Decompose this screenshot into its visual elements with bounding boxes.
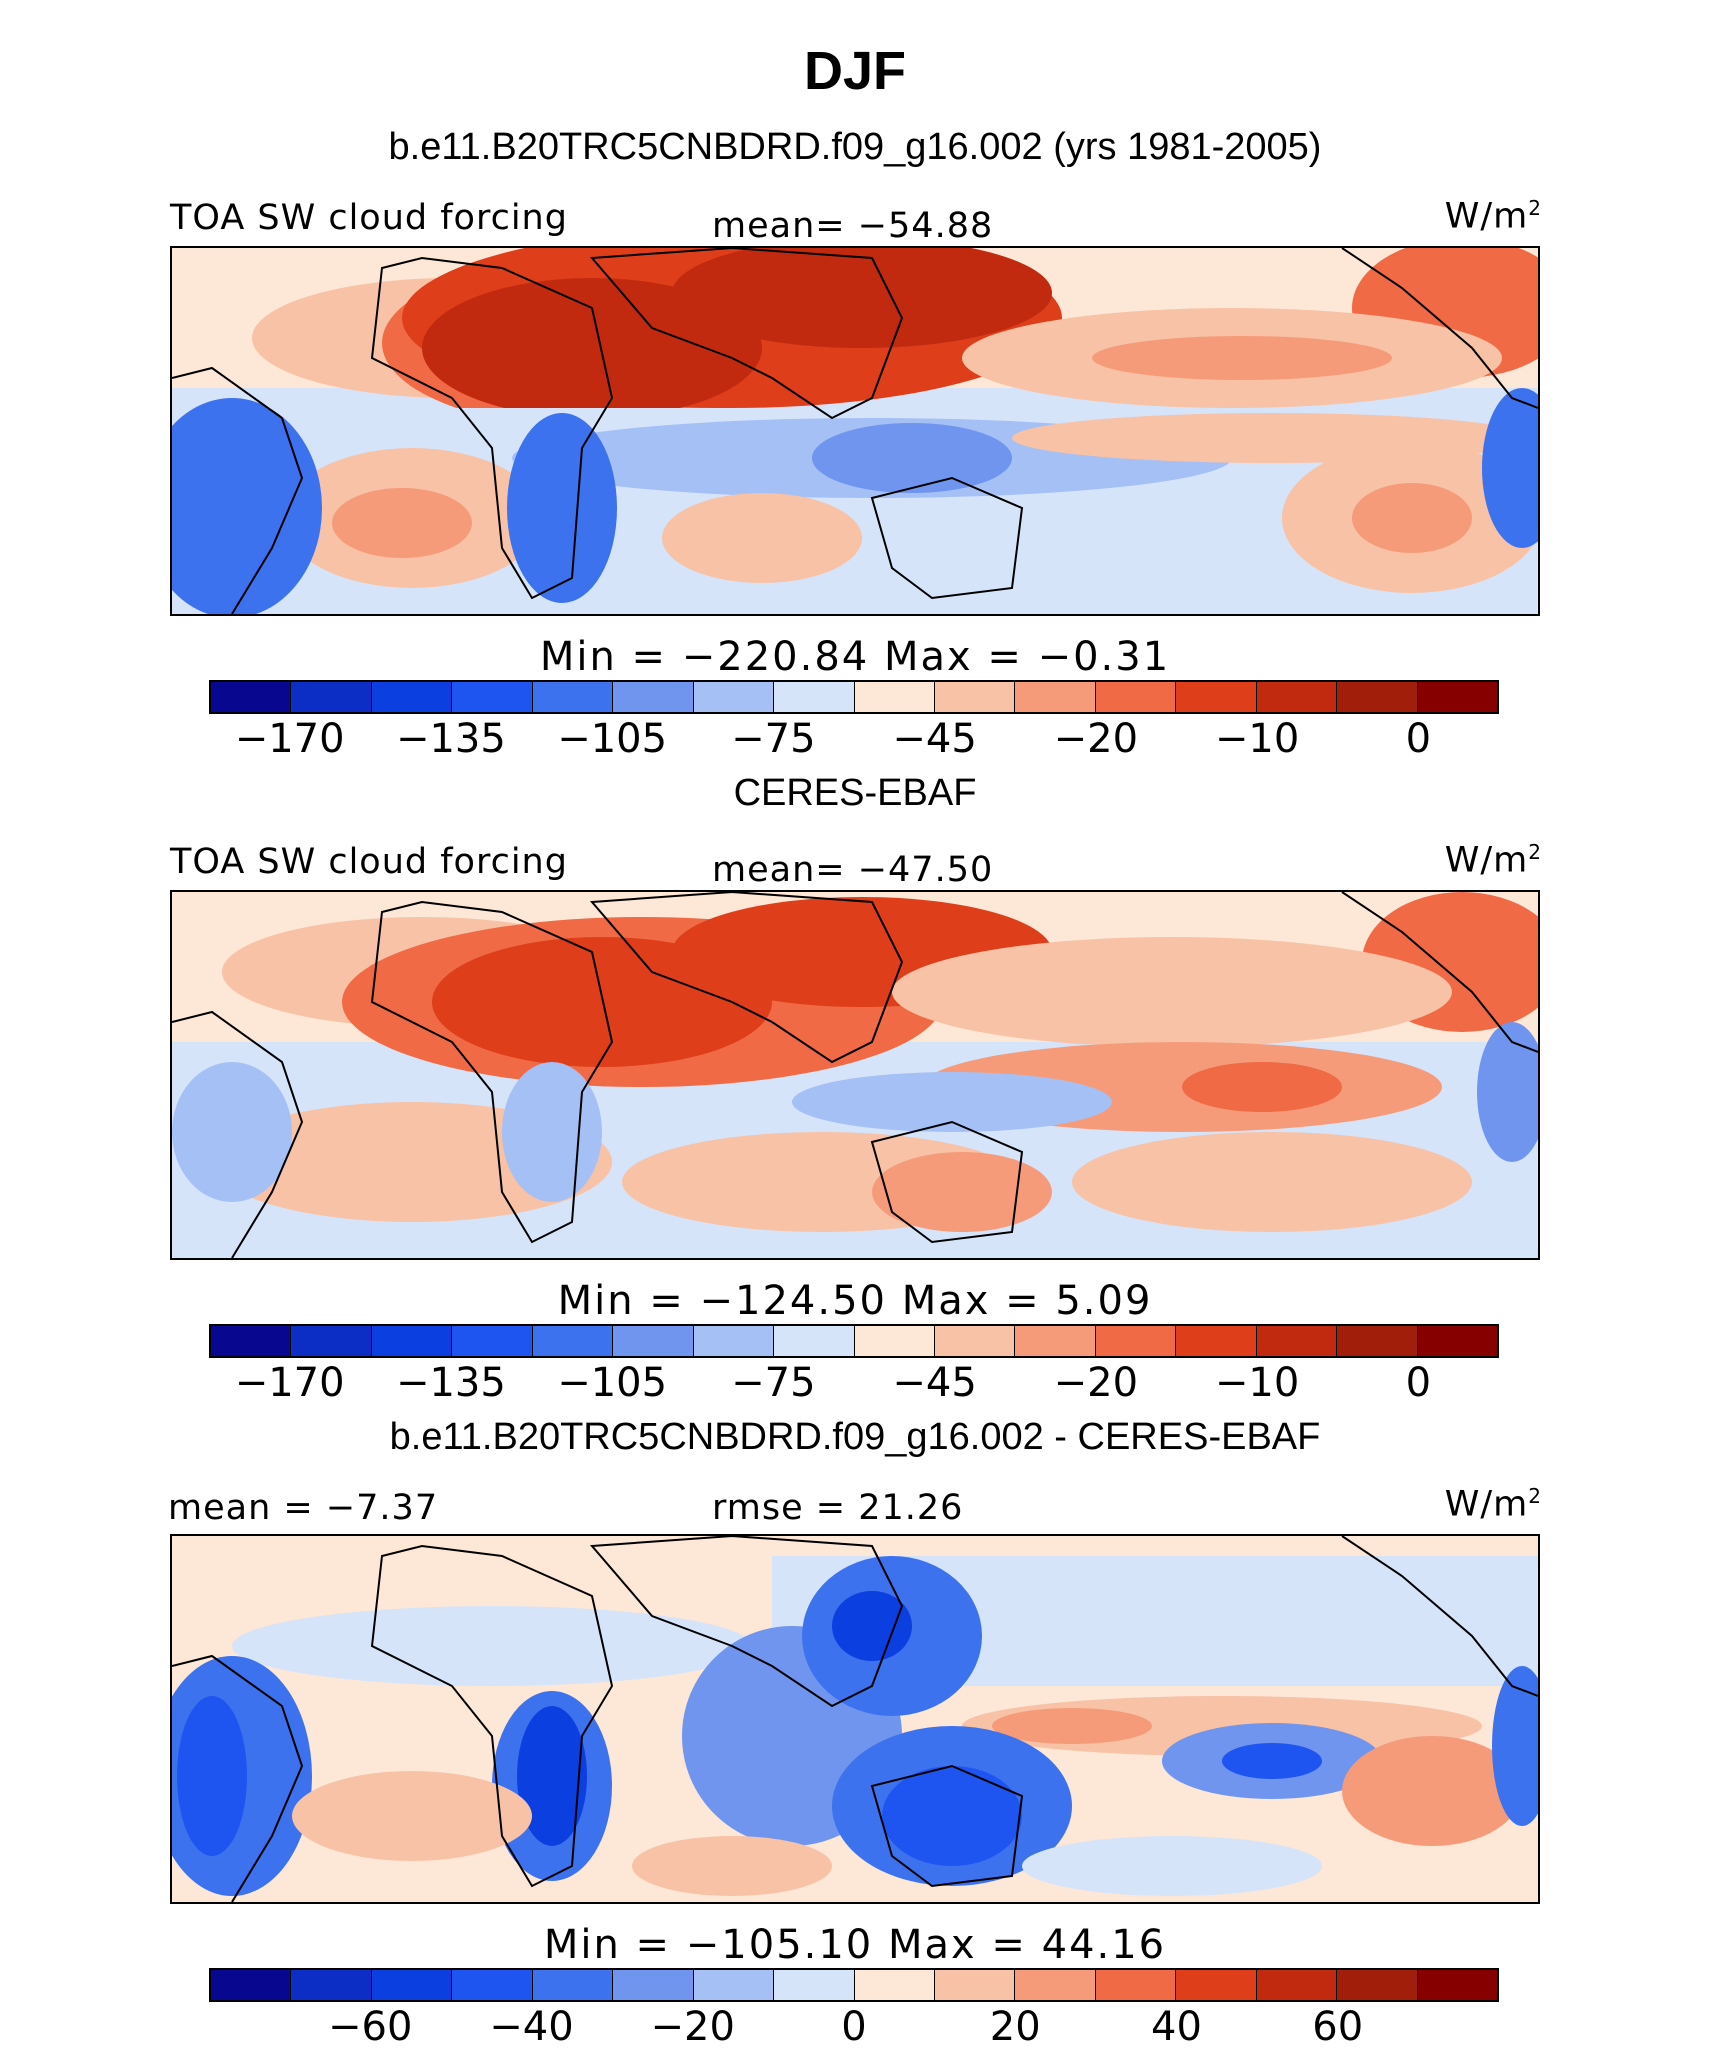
colorbar-tick-label: −135 <box>395 716 506 762</box>
colorbar-box <box>1015 682 1096 712</box>
colorbar-box <box>291 682 372 712</box>
colorbar-tick-label: −10 <box>1214 716 1300 762</box>
colorbar-box <box>1095 1326 1177 1356</box>
colorbar-box <box>934 682 1016 712</box>
colorbar-box <box>1095 1970 1177 2000</box>
panel-2-units: W/m2 <box>1444 840 1542 881</box>
colorbar-box <box>774 682 855 712</box>
panel-1-units: W/m2 <box>1444 196 1542 237</box>
panel-1-colorbar <box>209 680 1499 714</box>
colorbar-tick-label: −105 <box>557 1360 668 1406</box>
panel-3-units: W/m2 <box>1444 1484 1542 1525</box>
colorbar-tick-label: 0 <box>841 2004 867 2050</box>
colorbar-box <box>613 682 694 712</box>
panel-3-title: b.e11.B20TRC5CNBDRD.f09_g16.002 - CERES-… <box>389 1416 1321 1458</box>
colorbar-box <box>854 1970 935 2000</box>
colorbar-box <box>291 1970 372 2000</box>
colorbar-tick-label: 0 <box>1405 716 1432 762</box>
colorbar-box <box>774 1970 855 2000</box>
colorbar-box <box>613 1326 694 1356</box>
colorbar-box <box>1417 1326 1497 1356</box>
colorbar-tick-label: −20 <box>650 2004 735 2050</box>
colorbar-tick-label: −105 <box>557 716 668 762</box>
colorbar-tick-label: −45 <box>892 1360 977 1406</box>
colorbar-tick-label: −10 <box>1214 1360 1300 1406</box>
colorbar-box <box>532 1326 614 1356</box>
panel-3-rmse-label: rmse = 21.26 <box>712 1488 964 1528</box>
colorbar-box <box>452 1970 533 2000</box>
colorbar-box <box>532 1970 614 2000</box>
colorbar-tick-label: −135 <box>395 1360 506 1406</box>
colorbar-tick-label: −75 <box>731 716 816 762</box>
colorbar-box <box>693 1326 775 1356</box>
panel-3-colorbar <box>209 1968 1499 2002</box>
colorbar-box <box>452 1326 533 1356</box>
colorbar-box <box>1337 1326 1418 1356</box>
colorbar-box <box>1015 1970 1096 2000</box>
panel-3-mean-label: mean = −7.37 <box>168 1488 439 1528</box>
panel-2-map <box>170 890 1540 1260</box>
colorbar-tick-label: −170 <box>234 1360 345 1406</box>
colorbar-box <box>1256 682 1338 712</box>
colorbar-box <box>934 1970 1016 2000</box>
colorbar-box <box>291 1326 372 1356</box>
panel-1-minmax: Min = −220.84 Max = −0.31 <box>539 634 1171 680</box>
colorbar-tick-label: 40 <box>1151 2004 1202 2050</box>
colorbar-box <box>211 1970 292 2000</box>
panel-1-title: b.e11.B20TRC5CNBDRD.f09_g16.002 (yrs 198… <box>388 126 1322 168</box>
panel-2-title: CERES-EBAF <box>733 772 977 814</box>
colorbar-box <box>693 682 775 712</box>
colorbar-tick-label: 20 <box>989 2004 1041 2050</box>
colorbar-box <box>934 1326 1016 1356</box>
colorbar-box <box>1256 1326 1338 1356</box>
panel-2-colorbar <box>209 1324 1499 1358</box>
colorbar-tick-label: 0 <box>1405 1360 1432 1406</box>
colorbar-tick-label: −45 <box>892 716 977 762</box>
panel-2-variable-label: TOA SW cloud forcing <box>170 842 568 882</box>
colorbar-box <box>371 1326 453 1356</box>
colorbar-box <box>854 682 935 712</box>
colorbar-box <box>1417 1970 1497 2000</box>
colorbar-box <box>371 682 453 712</box>
colorbar-box <box>854 1326 935 1356</box>
colorbar-box <box>1256 1970 1338 2000</box>
colorbar-tick-label: 60 <box>1312 2004 1364 2050</box>
colorbar-tick-label: −20 <box>1053 1360 1139 1406</box>
colorbar-box <box>452 682 533 712</box>
panel-1-variable-label: TOA SW cloud forcing <box>170 198 568 238</box>
colorbar-tick-label: −75 <box>731 1360 816 1406</box>
colorbar-box <box>1176 1970 1257 2000</box>
panel-2-minmax: Min = −124.50 Max = 5.09 <box>557 1278 1153 1324</box>
colorbar-box <box>1095 682 1177 712</box>
colorbar-box <box>211 682 292 712</box>
colorbar-box <box>1176 1326 1257 1356</box>
panel-1-mean-label: mean= −54.88 <box>712 206 994 246</box>
colorbar-box <box>1337 682 1418 712</box>
panel-3-map <box>170 1534 1540 1904</box>
colorbar-box <box>613 1970 694 2000</box>
colorbar-box <box>774 1326 855 1356</box>
panel-3-minmax: Min = −105.10 Max = 44.16 <box>543 1922 1167 1968</box>
colorbar-box <box>1015 1326 1096 1356</box>
panel-2-mean-label: mean= −47.50 <box>712 850 994 890</box>
colorbar-box <box>211 1326 292 1356</box>
panel-1-map <box>170 246 1540 616</box>
colorbar-tick-label: −60 <box>328 2004 413 2050</box>
colorbar-box <box>1176 682 1257 712</box>
colorbar-tick-label: −170 <box>234 716 345 762</box>
colorbar-box <box>532 682 614 712</box>
figure-title: DJF <box>803 41 906 101</box>
colorbar-box <box>1337 1970 1418 2000</box>
colorbar-box <box>693 1970 775 2000</box>
colorbar-box <box>371 1970 453 2000</box>
colorbar-tick-label: −20 <box>1053 716 1139 762</box>
colorbar-box <box>1417 682 1497 712</box>
colorbar-tick-label: −40 <box>489 2004 574 2050</box>
